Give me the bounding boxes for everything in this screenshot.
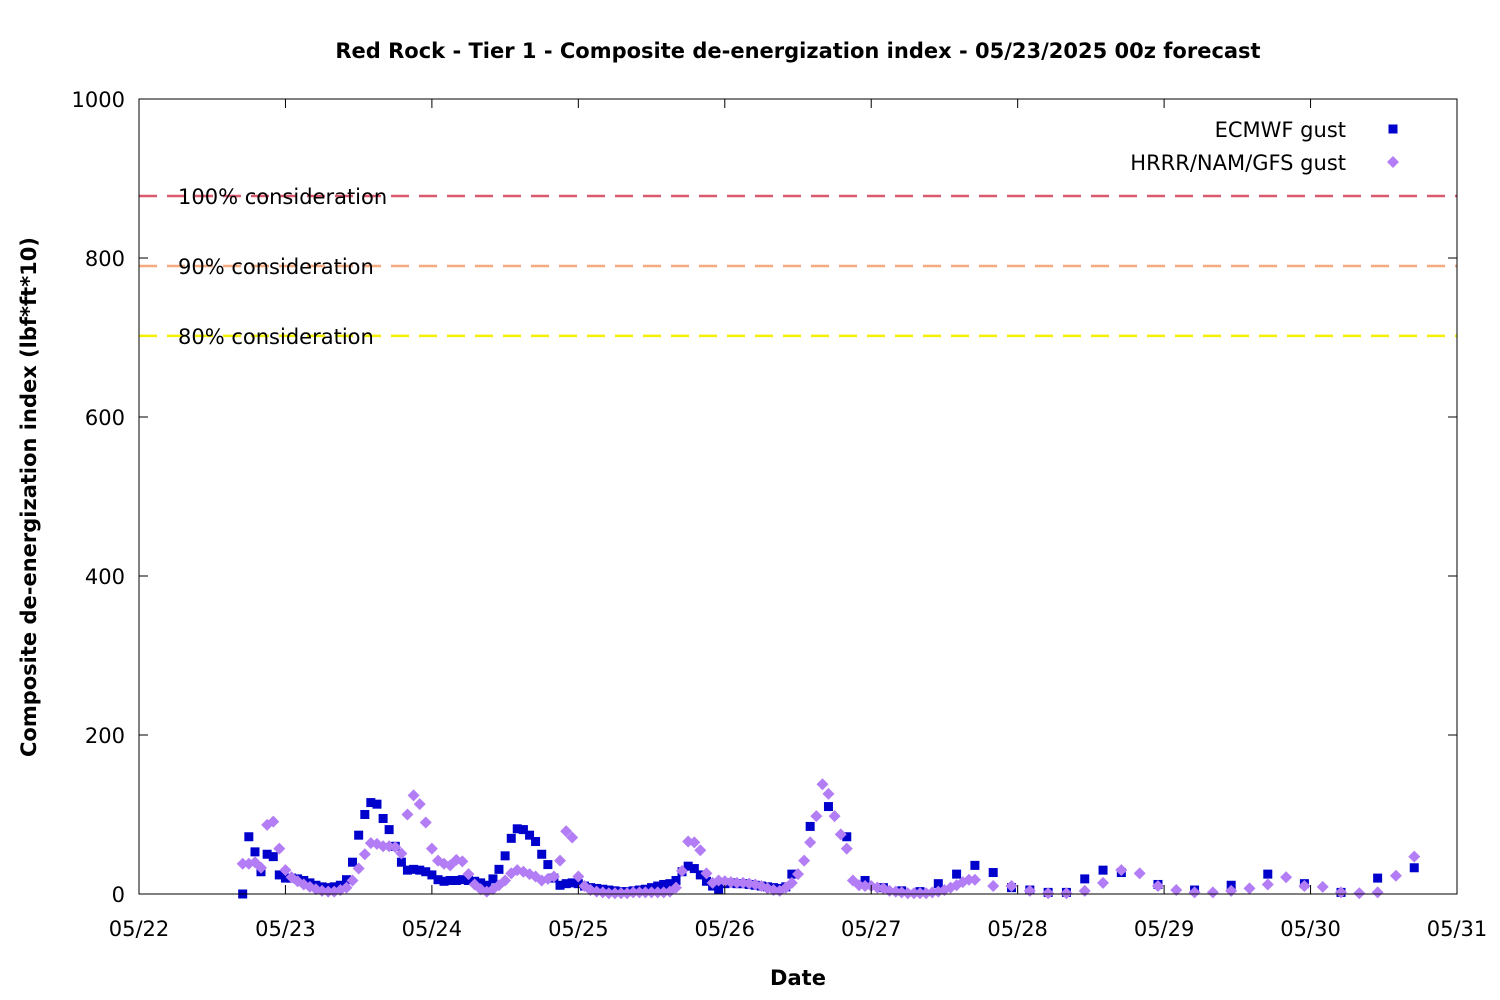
threshold-lines: 100% consideration 90% consideration 80% c… [139,185,1457,349]
data-point [372,800,381,809]
data-point [360,810,369,819]
data-point [269,852,278,861]
data-point [401,809,413,821]
data-point [1263,870,1272,879]
legend-label: ECMWF gust [1215,118,1346,142]
data-point [1134,867,1146,879]
y-tick-label: 600 [85,406,125,430]
x-axis-label: Date [770,966,826,990]
data-point [1353,887,1365,899]
data-point [1079,885,1091,897]
x-tick-label: 05/29 [1134,917,1195,941]
data-point [1099,866,1108,875]
data-point [824,802,833,811]
data-point [806,822,815,831]
data-point [969,874,981,886]
data-point [494,865,503,874]
legend-label: HRRR/NAM/GFS gust [1130,151,1346,175]
threshold-label: 80% consideration [178,325,374,349]
x-tick-label: 05/22 [109,917,170,941]
data-point [1207,886,1219,898]
data-point [554,855,566,867]
data-point [348,858,357,867]
data-point [1373,874,1382,883]
data-point [250,847,259,856]
data-point [816,778,828,790]
data-point [426,843,438,855]
series-hrrr-nam-gfs [237,778,1421,899]
x-tick-label: 05/26 [695,917,756,941]
legend: ECMWF gust HRRR/NAM/GFS gust [1130,118,1399,175]
data-point [1080,874,1089,883]
x-tick-label: 05/28 [987,917,1048,941]
data-point [507,834,516,843]
data-point [970,861,979,870]
data-point [798,855,810,867]
data-point [531,837,540,846]
threshold-label: 100% consideration [178,185,387,209]
x-tick-label: 05/24 [402,917,463,941]
plot-frame [139,99,1457,894]
data-point [1317,881,1329,893]
data-point [989,868,998,877]
data-point [543,860,552,869]
data-point [385,825,394,834]
data-point [1097,877,1109,889]
x-tick-label: 05/31 [1427,917,1488,941]
data-point [408,789,420,801]
data-point [379,814,388,823]
y-axis-label: Composite de-energization index (lbf*ft*… [17,237,41,757]
chart-title: Red Rock - Tier 1 - Composite de-energiz… [335,39,1260,63]
plot-area [237,778,1421,899]
data-point [537,850,546,859]
data-point [1243,882,1255,894]
data-point [987,880,999,892]
y-tick-label: 400 [85,565,125,589]
data-point [1280,871,1292,883]
x-tick-label: 05/27 [841,917,902,941]
data-point [1262,878,1274,890]
data-point [1408,851,1420,863]
x-tick-label: 05/25 [548,917,609,941]
data-point [822,788,834,800]
legend-marker [1387,156,1399,168]
legend-marker [1389,125,1398,134]
data-point [359,848,371,860]
data-point [952,870,961,879]
axis-ticks [139,99,1457,894]
data-point [501,851,510,860]
data-point [354,831,363,840]
y-tick-label: 1000 [72,88,125,112]
threshold-label: 90% consideration [178,255,374,279]
data-point [829,810,841,822]
y-tick-label: 0 [112,883,125,907]
axis-tick-labels: 0 200 400 600 800 1000 05/22 05/23 05/24 05/25 05/… [72,88,1488,941]
data-point [244,832,253,841]
data-point [420,816,432,828]
data-point [810,810,822,822]
data-point [488,874,497,883]
series-ecmwf [238,798,1419,898]
y-tick-label: 800 [85,247,125,271]
data-point [1410,863,1419,872]
x-tick-label: 05/30 [1280,917,1341,941]
y-tick-label: 200 [85,724,125,748]
data-point [414,798,426,810]
data-point [1372,886,1384,898]
data-point [804,836,816,848]
data-point [841,843,853,855]
data-point [1390,870,1402,882]
x-tick-label: 05/23 [255,917,316,941]
